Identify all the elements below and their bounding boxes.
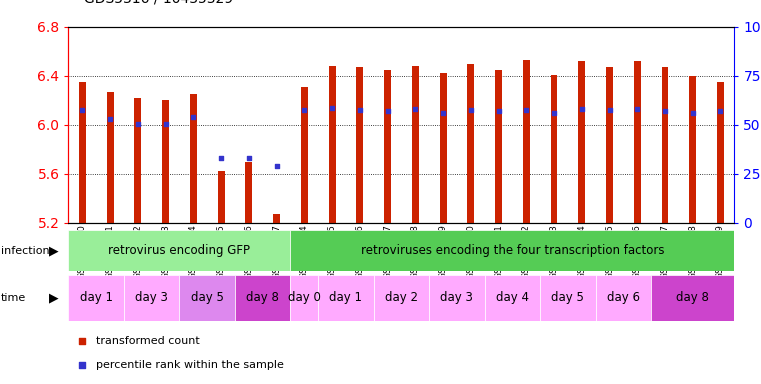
- Point: [715, 108, 727, 114]
- Point: [243, 155, 255, 161]
- Bar: [606, 67, 613, 223]
- Text: day 5: day 5: [552, 291, 584, 304]
- Text: day 3: day 3: [135, 291, 168, 304]
- Bar: [596, 275, 651, 321]
- Bar: [689, 76, 696, 223]
- Bar: [318, 275, 374, 321]
- Text: percentile rank within the sample: percentile rank within the sample: [97, 359, 285, 370]
- Bar: [467, 64, 474, 223]
- Bar: [162, 100, 169, 223]
- Point: [270, 163, 282, 169]
- Text: day 1: day 1: [330, 291, 362, 304]
- Point: [298, 107, 310, 113]
- Bar: [495, 70, 502, 223]
- Text: day 3: day 3: [441, 291, 473, 304]
- Bar: [717, 82, 724, 223]
- Bar: [661, 67, 668, 223]
- Point: [381, 108, 393, 114]
- Text: transformed count: transformed count: [97, 336, 200, 346]
- Point: [575, 106, 587, 112]
- Bar: [523, 60, 530, 223]
- Text: day 0: day 0: [288, 291, 320, 304]
- Bar: [68, 275, 124, 321]
- Text: infection: infection: [1, 245, 49, 256]
- Bar: [291, 230, 734, 271]
- Bar: [218, 171, 224, 223]
- Bar: [301, 87, 307, 223]
- Point: [465, 107, 477, 113]
- Point: [215, 155, 228, 161]
- Bar: [291, 275, 318, 321]
- Bar: [440, 73, 447, 223]
- Point: [160, 121, 172, 127]
- Point: [409, 106, 422, 112]
- Bar: [135, 98, 142, 223]
- Point: [603, 107, 616, 113]
- Text: ▶: ▶: [49, 244, 59, 257]
- Text: retrovirus encoding GFP: retrovirus encoding GFP: [109, 244, 250, 257]
- Bar: [550, 74, 558, 223]
- Text: day 1: day 1: [80, 291, 113, 304]
- Text: day 8: day 8: [677, 291, 709, 304]
- Text: GDS5316 / 10435329: GDS5316 / 10435329: [84, 0, 233, 6]
- Bar: [429, 275, 485, 321]
- Point: [492, 108, 505, 114]
- Text: day 5: day 5: [191, 291, 224, 304]
- Bar: [374, 275, 429, 321]
- Text: ▶: ▶: [49, 291, 59, 304]
- Point: [326, 104, 338, 111]
- Point: [354, 107, 366, 113]
- Bar: [485, 275, 540, 321]
- Bar: [190, 94, 197, 223]
- Text: day 8: day 8: [247, 291, 279, 304]
- Text: time: time: [1, 293, 26, 303]
- Bar: [235, 275, 291, 321]
- Bar: [124, 275, 180, 321]
- Point: [686, 109, 699, 116]
- Bar: [180, 275, 235, 321]
- Point: [187, 114, 199, 121]
- Bar: [384, 70, 391, 223]
- Bar: [273, 214, 280, 223]
- Bar: [245, 162, 253, 223]
- Point: [104, 116, 116, 122]
- Bar: [651, 275, 734, 321]
- Bar: [68, 230, 291, 271]
- Text: day 6: day 6: [607, 291, 640, 304]
- Bar: [578, 61, 585, 223]
- Point: [437, 109, 449, 116]
- Bar: [412, 66, 419, 223]
- Bar: [634, 61, 641, 223]
- Point: [75, 338, 88, 344]
- Point: [76, 107, 88, 113]
- Point: [521, 107, 533, 113]
- Bar: [356, 67, 363, 223]
- Point: [548, 109, 560, 116]
- Bar: [107, 92, 113, 223]
- Text: retroviruses encoding the four transcription factors: retroviruses encoding the four transcrip…: [361, 244, 664, 257]
- Text: day 2: day 2: [385, 291, 418, 304]
- Point: [75, 362, 88, 368]
- Point: [659, 108, 671, 114]
- Bar: [540, 275, 596, 321]
- Point: [631, 106, 643, 112]
- Bar: [329, 66, 336, 223]
- Point: [132, 121, 144, 127]
- Bar: [79, 82, 86, 223]
- Text: day 4: day 4: [496, 291, 529, 304]
